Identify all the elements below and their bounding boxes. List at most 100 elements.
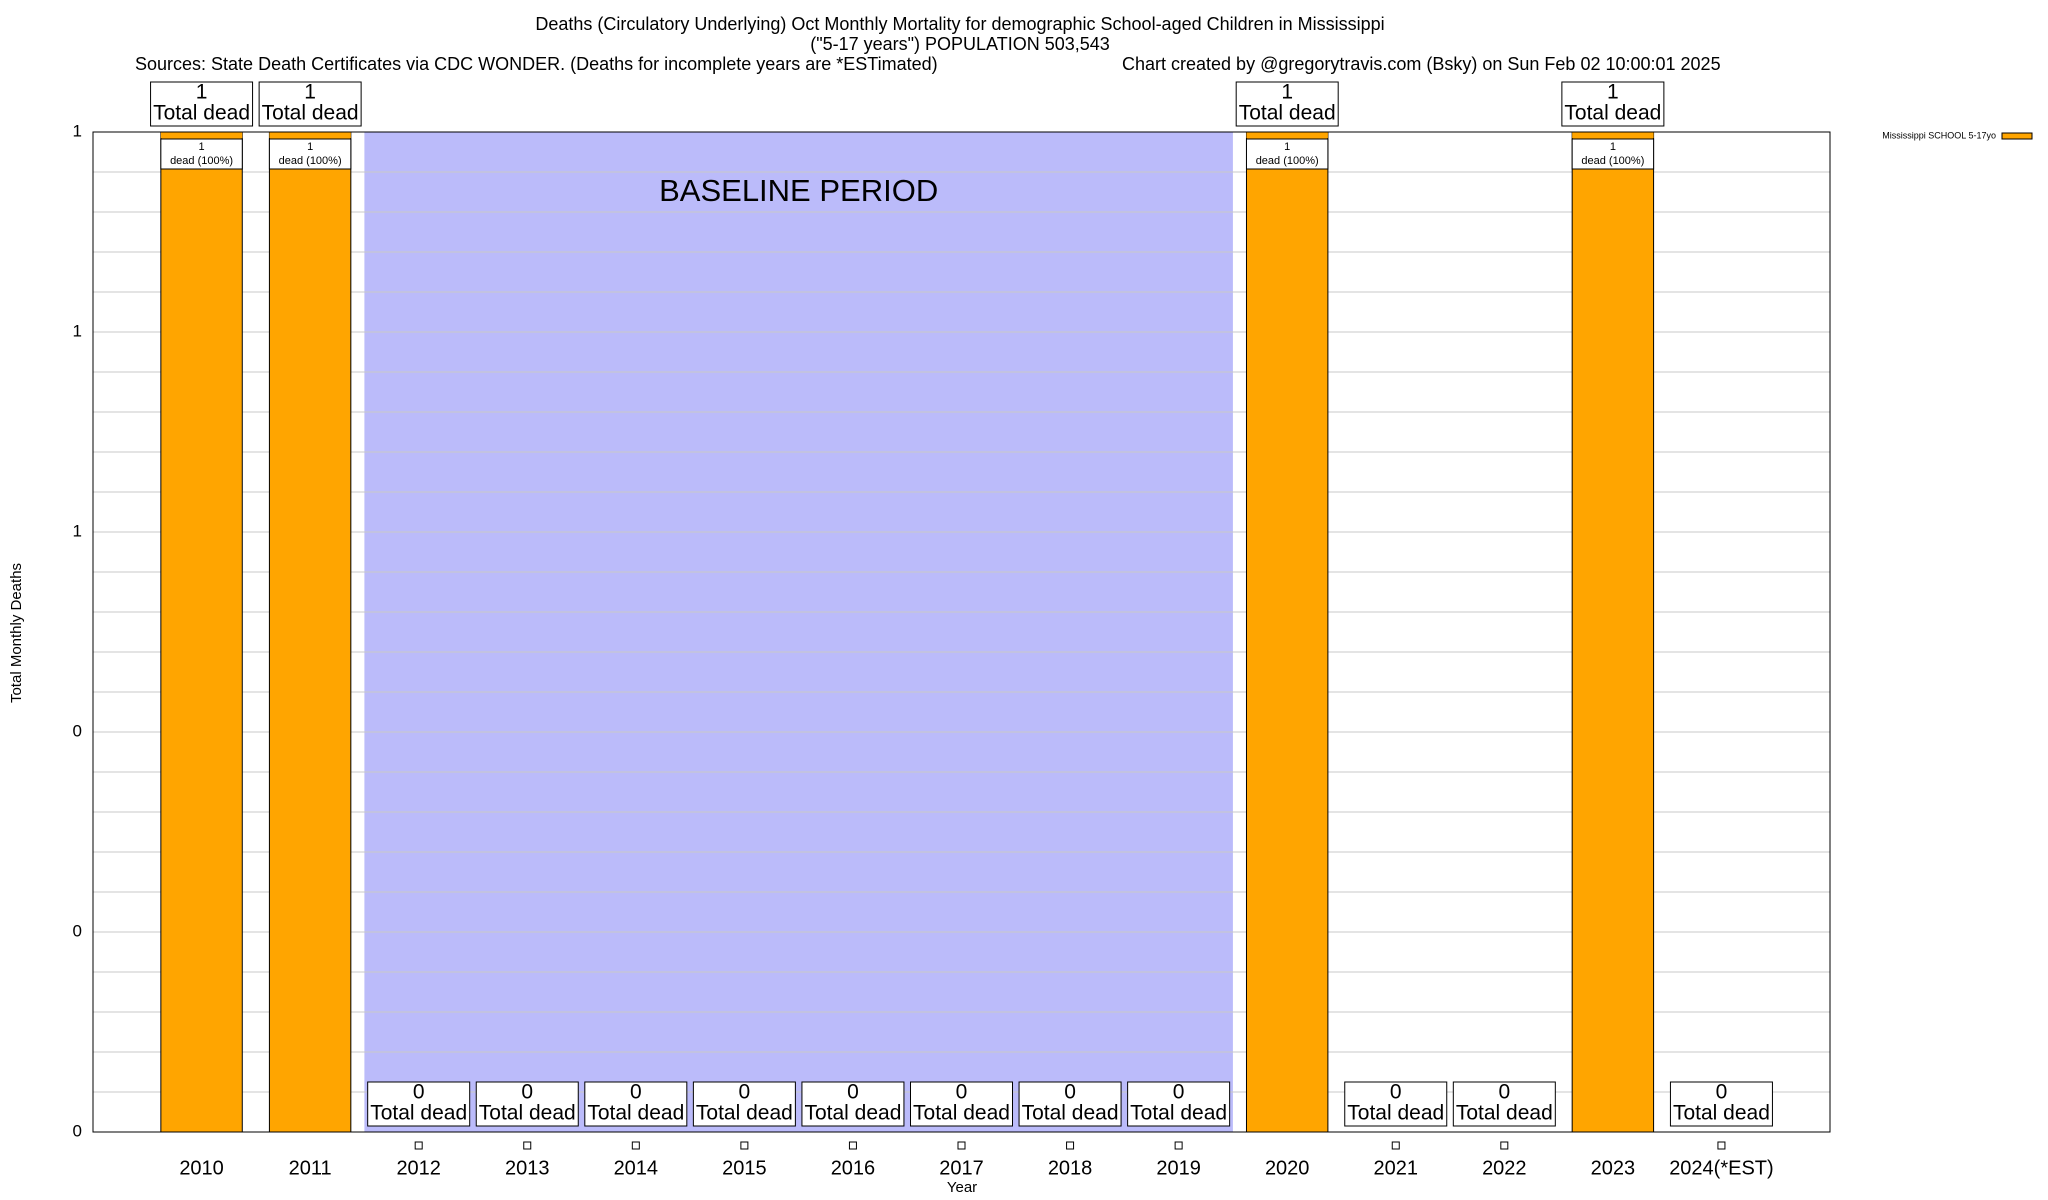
share-box (160, 138, 243, 170)
total-label: Total dead (1022, 1102, 1119, 1125)
total-box (258, 81, 362, 127)
total-box (150, 81, 254, 127)
total-label: Total dead (153, 102, 250, 125)
total-label: Total dead (262, 102, 359, 125)
total-box (801, 1081, 905, 1127)
chart-title: Deaths (Circulatory Underlying) Oct Mont… (535, 14, 1384, 34)
total-box (1452, 1081, 1556, 1127)
y-tick-label: 1 (73, 321, 82, 340)
share-label: dead (100%) (170, 155, 233, 167)
total-box (1561, 81, 1665, 127)
total-box (1344, 1081, 1448, 1127)
value-label: 0 (739, 1081, 751, 1104)
total-box (1127, 1081, 1231, 1127)
x-tick-label: 2019 (1156, 1157, 1201, 1179)
total-label: Total dead (913, 1102, 1010, 1125)
total-box (1669, 1081, 1773, 1127)
value-label: 0 (1498, 1081, 1510, 1104)
x-tick-label: 2018 (1048, 1157, 1093, 1179)
total-label: Total dead (479, 1102, 576, 1125)
share-value: 1 (199, 141, 205, 153)
zero-marker (848, 1141, 857, 1150)
y-tick-label: 1 (73, 521, 82, 540)
y-axis-label: Total Monthly Deaths (8, 563, 25, 703)
zero-marker (631, 1141, 640, 1150)
total-label: Total dead (696, 1102, 793, 1125)
zero-marker (1174, 1141, 1183, 1150)
total-box (367, 1081, 471, 1127)
share-box (268, 138, 352, 170)
value-label: 0 (1064, 1081, 1076, 1104)
value-label: 0 (1390, 1081, 1402, 1104)
share-value: 1 (1284, 141, 1290, 153)
value-label: 0 (1173, 1081, 1185, 1104)
total-label: Total dead (1130, 1102, 1227, 1125)
total-label: Total dead (1239, 102, 1336, 125)
share-label: dead (100%) (279, 155, 342, 167)
zero-marker (414, 1141, 423, 1150)
x-tick-label: 2022 (1482, 1157, 1527, 1179)
x-tick-label: 2023 (1591, 1157, 1636, 1179)
x-tick-label: 2017 (939, 1157, 984, 1179)
value-label: 0 (413, 1081, 425, 1104)
share-label: dead (100%) (1581, 155, 1644, 167)
value-label: 0 (521, 1081, 533, 1104)
bar-cap (269, 132, 351, 138)
bar-cap (160, 132, 243, 138)
share-box (1245, 138, 1329, 170)
total-box (910, 1081, 1013, 1127)
total-label: Total dead (1347, 1102, 1444, 1125)
value-label: 1 (196, 81, 208, 104)
y-tick-label: 0 (73, 1121, 82, 1140)
share-value: 1 (307, 141, 313, 153)
total-label: Total dead (804, 1102, 901, 1125)
value-label: 0 (1716, 1081, 1728, 1104)
total-label: Total dead (1456, 1102, 1553, 1125)
zero-marker (1717, 1141, 1726, 1150)
y-tick-label: 0 (73, 921, 82, 940)
share-label: dead (100%) (1256, 155, 1319, 167)
sources: Sources: State Death Certificates via CD… (135, 54, 938, 74)
total-box (1235, 81, 1339, 127)
x-axis-label: Year (947, 1179, 977, 1196)
baseline-region (364, 132, 1233, 1132)
total-label: Total dead (587, 1102, 684, 1125)
share-box (1571, 138, 1655, 170)
total-label: Total dead (1564, 102, 1661, 125)
value-label: 0 (847, 1081, 859, 1104)
x-tick-label: 2015 (722, 1157, 767, 1179)
share-value: 1 (1610, 141, 1616, 153)
baseline-label: BASELINE PERIOD (659, 173, 938, 208)
plot-frame (92, 131, 1831, 1133)
y-tick-label: 1 (73, 121, 82, 140)
bar (1245, 131, 1329, 1133)
value-label: 1 (304, 81, 316, 104)
total-box (1018, 1081, 1122, 1127)
chart-subtitle: ("5-17 years") POPULATION 503,543 (810, 34, 1110, 54)
value-label: 1 (1281, 81, 1293, 104)
zero-marker (957, 1141, 966, 1150)
x-tick-label: 2010 (179, 1157, 224, 1179)
x-tick-label: 2021 (1374, 1157, 1419, 1179)
bar (1571, 131, 1655, 1133)
zero-marker (1500, 1141, 1509, 1150)
zero-marker (740, 1141, 749, 1150)
zero-marker (1391, 1141, 1400, 1150)
total-box (475, 1081, 579, 1127)
total-box (584, 1081, 688, 1127)
y-tick-label: 0 (73, 721, 82, 740)
x-tick-label: 2016 (831, 1157, 876, 1179)
total-label: Total dead (1673, 1102, 1770, 1125)
x-tick-label: 2013 (505, 1157, 550, 1179)
value-label: 1 (1607, 81, 1619, 104)
total-label: Total dead (370, 1102, 467, 1125)
x-tick-label: 2014 (614, 1157, 659, 1179)
x-tick-label: 2012 (396, 1157, 441, 1179)
credit: Chart created by @gregorytravis.com (Bsk… (1122, 54, 1721, 74)
bar (160, 131, 243, 1133)
bar-cap (1572, 132, 1654, 138)
total-box (692, 1081, 796, 1127)
x-tick-label: 2024(*EST) (1669, 1157, 1774, 1179)
legend-label: Mississippi SCHOOL 5-17yo (1882, 130, 1996, 140)
